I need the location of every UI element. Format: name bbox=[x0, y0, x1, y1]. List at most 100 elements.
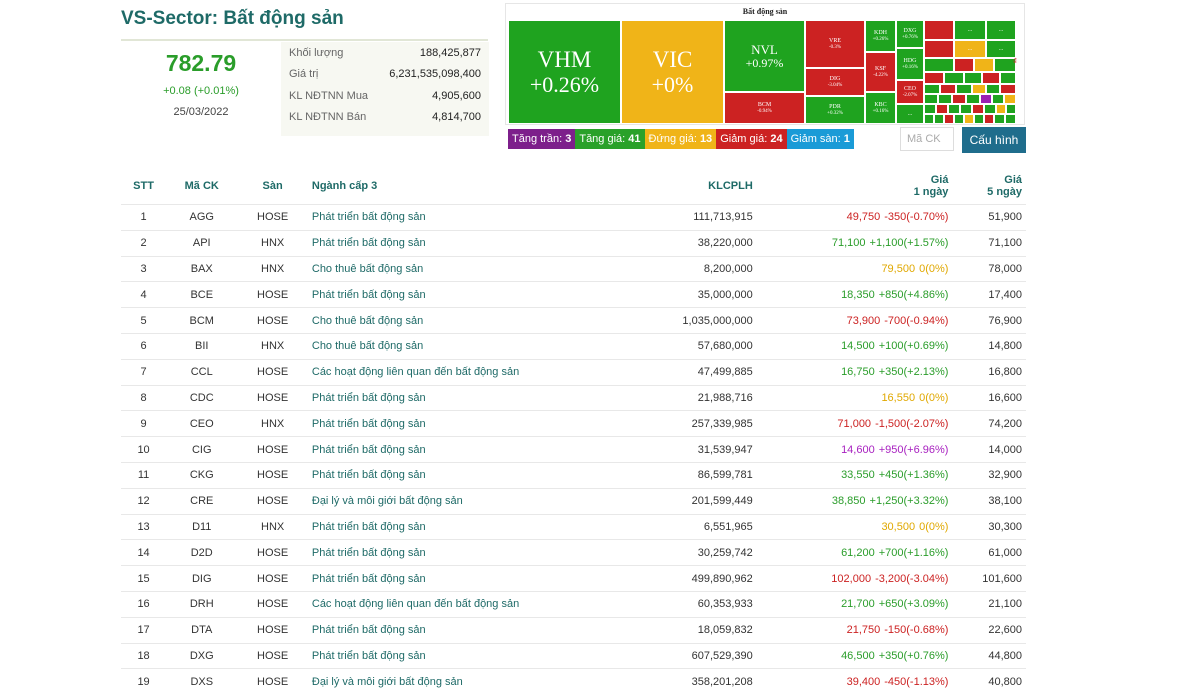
table-row[interactable]: 12 CRE HOSE Đại lý và môi giới bất động sản… bbox=[121, 487, 1026, 515]
legend-unchanged[interactable]: Đứng giá: 13 bbox=[644, 129, 717, 149]
cell-nganh[interactable]: Đại lý và môi giới bất động sản bbox=[307, 668, 586, 694]
treemap-tile-small[interactable] bbox=[956, 84, 972, 94]
treemap-tile-small[interactable]: ... bbox=[986, 40, 1016, 58]
cell-nganh[interactable]: Cho thuê bất động sản bbox=[307, 332, 586, 360]
treemap-tile-small[interactable] bbox=[974, 114, 984, 124]
cell-nganh[interactable]: Các hoạt động liên quan đến bất động sản bbox=[307, 590, 586, 618]
table-row[interactable]: 8 CDC HOSE Phát triển bất động sản 21,988,71… bbox=[121, 384, 1026, 411]
treemap-tile-small[interactable] bbox=[924, 84, 940, 94]
treemap-tile-kbc[interactable]: KBC +0.16% bbox=[865, 92, 896, 124]
treemap-tile-dig[interactable]: DIG -3.04% bbox=[805, 68, 865, 96]
cell-ma-ck[interactable]: BCM bbox=[166, 307, 238, 334]
treemap-tile-small[interactable] bbox=[938, 94, 952, 104]
treemap-tile-small[interactable] bbox=[982, 72, 1000, 84]
cell-nganh[interactable]: Phát triển bất động sản bbox=[307, 204, 586, 231]
header-gia-5-ngay[interactable]: Giá 5 ngày bbox=[952, 167, 1026, 205]
treemap-tile-small[interactable] bbox=[924, 114, 934, 124]
treemap-tile-small[interactable] bbox=[1000, 84, 1016, 94]
treemap-tile-small[interactable] bbox=[974, 58, 994, 72]
treemap-tile-pdr[interactable]: PDR +0.32% bbox=[805, 96, 865, 124]
treemap-tile-small[interactable] bbox=[924, 72, 944, 84]
cell-nganh[interactable]: Phát triển bất động sản bbox=[307, 616, 586, 644]
cell-nganh[interactable]: Phát triển bất động sản bbox=[307, 410, 586, 437]
cell-ma-ck[interactable]: DRH bbox=[166, 590, 238, 618]
cell-ma-ck[interactable]: BII bbox=[166, 332, 238, 360]
table-row[interactable]: 10 CIG HOSE Phát triển bất động sản 31,539,9… bbox=[121, 436, 1026, 463]
cell-nganh[interactable]: Phát triển bất động sản bbox=[307, 513, 586, 540]
treemap-tile-small[interactable]: ... bbox=[954, 20, 986, 40]
treemap-tile-small[interactable] bbox=[980, 94, 992, 104]
treemap-tile-small[interactable] bbox=[924, 104, 936, 114]
cell-nganh[interactable]: Phát triển bất động sản bbox=[307, 565, 586, 592]
cell-ma-ck[interactable]: CCL bbox=[166, 358, 238, 386]
treemap-tile-small[interactable] bbox=[954, 114, 964, 124]
treemap-tile-small[interactable] bbox=[984, 114, 994, 124]
cell-nganh[interactable]: Phát triển bất động sản bbox=[307, 461, 586, 489]
table-row[interactable]: 17 DTA HOSE Phát triển bất động sản 18,059,8… bbox=[121, 616, 1026, 644]
treemap-tile-small[interactable] bbox=[964, 72, 982, 84]
treemap-tile-ceo[interactable]: CEO -2.07% bbox=[896, 80, 924, 104]
table-row[interactable]: 6 BII HNX Cho thuê bất động sản 57,680,000 14… bbox=[121, 332, 1026, 360]
treemap-tile-ksf[interactable]: KSF -4.22% bbox=[865, 52, 896, 92]
table-row[interactable]: 18 DXG HOSE Phát triển bất động sản 607,529,… bbox=[121, 642, 1026, 669]
cell-nganh[interactable]: Các hoạt động liên quan đến bất động sản bbox=[307, 358, 586, 386]
treemap-tile-small[interactable] bbox=[972, 84, 986, 94]
cell-nganh[interactable]: Đại lý và môi giới bất động sản bbox=[307, 487, 586, 515]
treemap-tile-small[interactable] bbox=[964, 114, 974, 124]
table-row[interactable]: 11 CKG HOSE Phát triển bất động sản 86,599,7… bbox=[121, 461, 1026, 489]
cell-nganh[interactable]: Phát triển bất động sản bbox=[307, 436, 586, 463]
treemap-tile-small[interactable] bbox=[934, 114, 944, 124]
header-klcplh[interactable]: KLCPLH bbox=[708, 179, 753, 192]
treemap-tile-small[interactable] bbox=[1004, 94, 1016, 104]
cell-nganh[interactable]: Phát triển bất động sản bbox=[307, 229, 586, 257]
treemap-tile-small[interactable] bbox=[944, 72, 964, 84]
treemap-tile-small[interactable] bbox=[986, 84, 1000, 94]
table-row[interactable]: 5 BCM HOSE Cho thuê bất động sản 1,035,000,0… bbox=[121, 307, 1026, 334]
treemap-tile-hdg[interactable]: HDG +0.16% bbox=[896, 48, 924, 80]
treemap-tile-small[interactable] bbox=[954, 58, 974, 72]
cell-nganh[interactable]: Phát triển bất động sản bbox=[307, 281, 586, 308]
treemap-tile-small[interactable] bbox=[994, 58, 1016, 72]
table-row[interactable]: 1 AGG HOSE Phát triển bất động sản 111,713,9… bbox=[121, 204, 1026, 231]
cell-nganh[interactable]: Cho thuê bất động sản bbox=[307, 307, 586, 334]
legend-floor[interactable]: Giảm sàn: 1 bbox=[786, 129, 854, 149]
header-gia-1-ngay[interactable]: Giá 1 ngày bbox=[757, 167, 953, 205]
header-san[interactable]: Sàn bbox=[262, 179, 283, 192]
cell-ma-ck[interactable]: DIG bbox=[166, 565, 238, 592]
treemap-tile-small[interactable] bbox=[924, 20, 954, 40]
treemap-tile-small[interactable] bbox=[996, 104, 1006, 114]
table-row[interactable]: 19 DXS HOSE Đại lý và môi giới bất động sản… bbox=[121, 668, 1026, 694]
cell-ma-ck[interactable]: D11 bbox=[166, 513, 238, 540]
cell-nganh[interactable]: Phát triển bất động sản bbox=[307, 539, 586, 566]
stock-code-input[interactable] bbox=[900, 127, 954, 151]
treemap-tile-small[interactable] bbox=[960, 104, 972, 114]
cell-ma-ck[interactable]: CEO bbox=[166, 410, 238, 437]
cell-ma-ck[interactable]: CKG bbox=[166, 461, 238, 489]
cell-ma-ck[interactable]: DTA bbox=[166, 616, 238, 644]
treemap-tile-small[interactable] bbox=[940, 84, 956, 94]
cell-ma-ck[interactable]: BAX bbox=[166, 255, 238, 282]
treemap-tile-small[interactable] bbox=[952, 94, 966, 104]
cell-ma-ck[interactable]: CIG bbox=[166, 436, 238, 463]
cell-nganh[interactable]: Cho thuê bất động sản bbox=[307, 255, 586, 282]
treemap-tile-vre[interactable]: VRE -0.3% bbox=[805, 20, 865, 68]
treemap-tile-small[interactable] bbox=[924, 94, 938, 104]
treemap-tile-small[interactable] bbox=[924, 40, 954, 58]
treemap-tile-small[interactable] bbox=[1006, 104, 1016, 114]
treemap-tile-small[interactable] bbox=[944, 114, 954, 124]
cell-ma-ck[interactable]: API bbox=[166, 229, 238, 257]
treemap-tile-small[interactable] bbox=[948, 104, 960, 114]
treemap-tile-small[interactable]: ... bbox=[896, 104, 924, 124]
treemap-tile-small[interactable] bbox=[936, 104, 948, 114]
treemap-tile-small[interactable] bbox=[1005, 114, 1016, 124]
table-row[interactable]: 7 CCL HOSE Các hoạt động liên quan đến bất … bbox=[121, 358, 1026, 386]
legend-up[interactable]: Tăng giá: 41 bbox=[575, 129, 645, 149]
table-row[interactable]: 2 API HNX Phát triển bất động sản 38,220,000… bbox=[121, 229, 1026, 257]
table-row[interactable]: 3 BAX HNX Cho thuê bất động sản 8,200,000 79,… bbox=[121, 255, 1026, 282]
table-row[interactable]: 4 BCE HOSE Phát triển bất động sản 35,000,00… bbox=[121, 281, 1026, 308]
treemap-tile-small[interactable] bbox=[972, 104, 984, 114]
cell-ma-ck[interactable]: DXS bbox=[166, 668, 238, 694]
header-ma-ck[interactable]: Mã CK bbox=[184, 179, 219, 192]
cell-ma-ck[interactable]: BCE bbox=[166, 281, 238, 308]
treemap-tile-small[interactable] bbox=[1000, 72, 1016, 84]
